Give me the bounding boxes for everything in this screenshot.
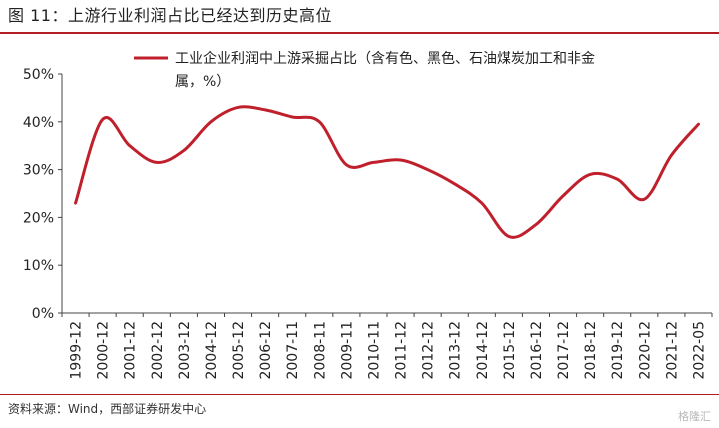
x-tick-label: 2020-12 <box>637 321 653 380</box>
y-tick-label: 0% <box>32 306 54 322</box>
x-tick-label: 2015-12 <box>502 321 518 380</box>
x-tick-label: 2007-11 <box>285 321 301 380</box>
x-tick-label: 2019-12 <box>610 321 626 380</box>
y-tick-label: 20% <box>23 210 54 226</box>
x-tick-label: 2000-12 <box>96 321 112 380</box>
x-tick-label: 2008-11 <box>312 321 328 380</box>
x-tick-label: 2003-12 <box>177 321 193 380</box>
x-tick-label: 2009-11 <box>339 321 355 380</box>
figure-title: 图 11：上游行业利润占比已经达到历史高位 <box>8 6 332 25</box>
source-divider <box>0 394 719 395</box>
x-tick-label: 1999-12 <box>69 321 85 380</box>
x-tick-label: 2011-12 <box>394 321 410 380</box>
x-tick-label: 2014-12 <box>475 321 491 380</box>
y-tick-label: 30% <box>23 163 54 179</box>
x-tick-label: 2022-05 <box>691 321 707 380</box>
x-tick-label: 2013-12 <box>448 321 464 380</box>
x-tick-label: 2017-12 <box>556 321 572 380</box>
legend-label: 工业企业利润中上游采掘占比（含有色、黑色、石油煤炭加工和非金 <box>175 50 595 67</box>
x-tick-label: 2001-12 <box>123 321 139 380</box>
y-axis: 0% 10% 20% 30% 40% 50% <box>23 67 63 322</box>
x-tick-label: 2010-11 <box>366 321 382 380</box>
y-tick-label: 40% <box>23 115 54 131</box>
series-line <box>74 105 700 239</box>
x-tick-label: 2012-12 <box>421 321 437 380</box>
x-axis: 1999-12 2000-12 2001-12 2002-12 2003-12 2004-… <box>61 312 713 380</box>
series-layer <box>74 105 700 239</box>
y-tick-label: 10% <box>23 258 54 274</box>
y-tick-label: 50% <box>23 67 54 83</box>
x-tick-label: 2021-12 <box>664 321 680 380</box>
watermark-logo: 格隆汇 <box>678 410 711 423</box>
x-tick-label: 2016-12 <box>529 321 545 380</box>
x-tick-label: 2004-12 <box>204 321 220 380</box>
x-tick-label: 2018-12 <box>583 321 599 380</box>
source-note: 资料来源：Wind，西部证券研发中心 <box>8 402 207 416</box>
x-tick-label: 2006-12 <box>258 321 274 380</box>
title-divider <box>0 32 719 34</box>
x-tick-label: 2002-12 <box>150 321 166 380</box>
legend-label: 属，%） <box>175 74 230 90</box>
x-tick-label: 2005-12 <box>231 321 247 380</box>
